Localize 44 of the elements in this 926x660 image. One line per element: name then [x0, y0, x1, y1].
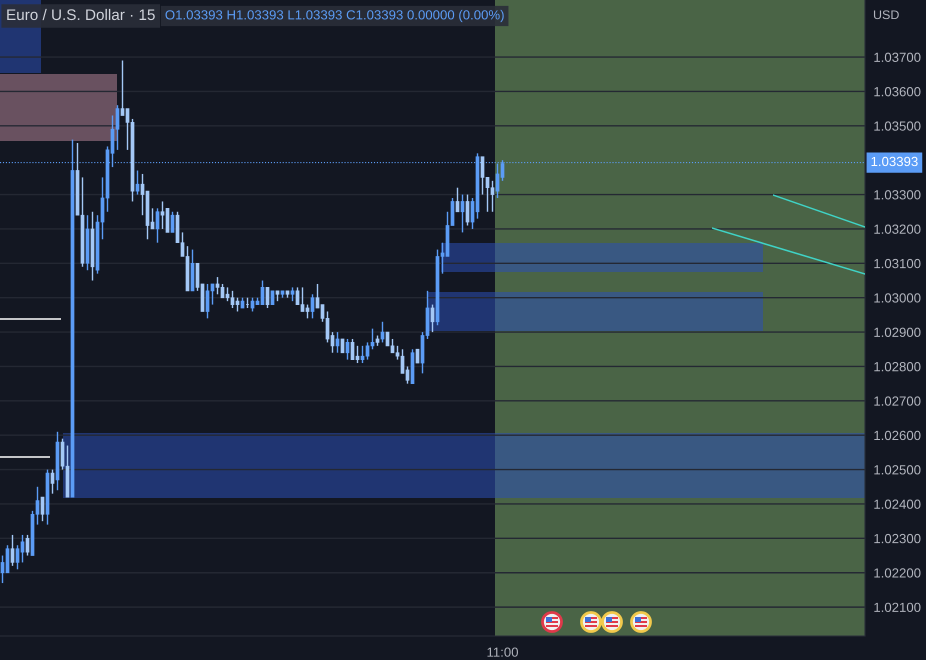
candlestick	[380, 321, 384, 344]
candlestick	[456, 187, 460, 212]
candlestick	[26, 534, 30, 556]
candlestick	[136, 170, 140, 196]
y-tick-label: 1.02700	[874, 396, 921, 406]
candlestick	[10, 534, 14, 567]
candlestick	[416, 348, 420, 364]
candlestick	[156, 208, 160, 244]
candlestick	[460, 194, 464, 234]
candlestick	[376, 334, 380, 347]
y-tick-label: 1.03700	[874, 52, 921, 62]
candlestick	[430, 304, 434, 333]
y-tick-label: 1.02600	[874, 430, 921, 440]
y-tick-label: 1.03300	[874, 190, 921, 200]
candlestick	[266, 286, 270, 309]
candlestick	[170, 211, 174, 234]
y-axis-title: USD	[874, 10, 899, 20]
candlestick	[310, 294, 314, 320]
y-tick-label: 1.02900	[874, 328, 921, 338]
candlestick	[346, 338, 350, 360]
candlestick	[340, 338, 344, 354]
y-tick-label: 1.02500	[874, 465, 921, 475]
y-tick-label: 1.03500	[874, 121, 921, 131]
y-tick-label: 1.02800	[874, 362, 921, 372]
y-tick-label: 1.02200	[874, 568, 921, 578]
y-tick-label: 1.02100	[874, 602, 921, 612]
candlestick	[240, 297, 244, 309]
y-tick-label: 1.03100	[874, 258, 921, 268]
candlestick	[40, 496, 44, 522]
y-tick-label: 1.03000	[874, 293, 921, 303]
chart-title: Euro / U.S. Dollar · 15	[7, 8, 155, 20]
x-tick-label: 11:00	[487, 647, 518, 657]
candlestick	[290, 286, 294, 302]
candlestick	[50, 468, 54, 494]
y-tick-label: 1.03200	[874, 224, 921, 234]
ref-line-label: 1.03393	[872, 156, 918, 166]
candlestick	[466, 194, 470, 226]
candlestick	[276, 290, 280, 302]
y-tick-label: 1.03600	[874, 87, 921, 96]
y-tick-label: 1.02400	[874, 500, 921, 509]
candlestick	[270, 290, 274, 305]
annotation: O1.03393 H1.03393 L1.03393 C1.03393 0.00000 (0.00%)	[166, 10, 504, 22]
candlestick	[336, 331, 340, 354]
y-tick-label: 1.02300	[874, 534, 921, 544]
